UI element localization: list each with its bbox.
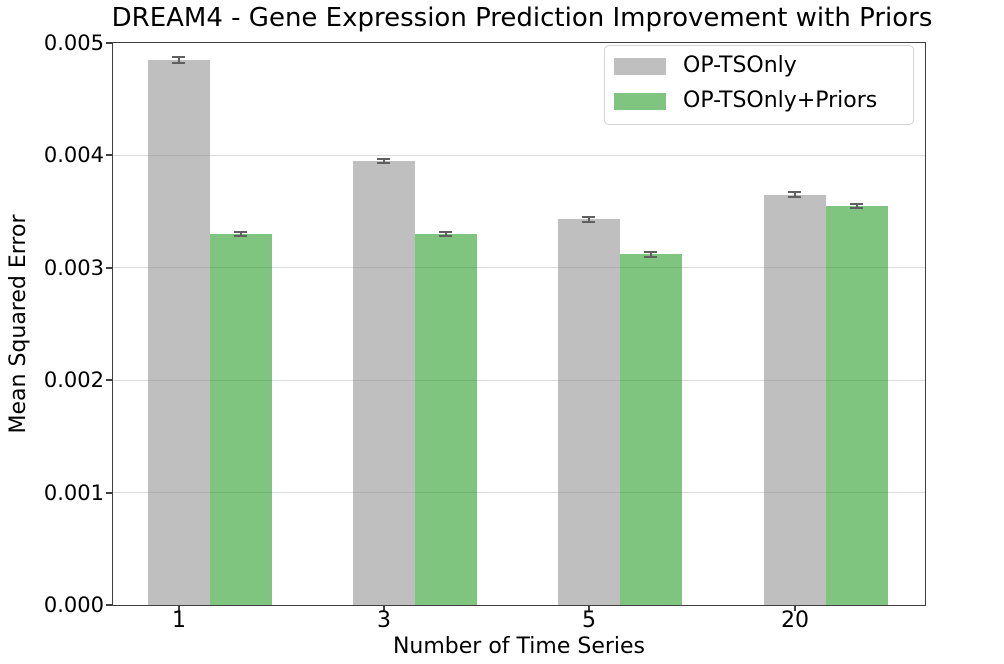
- y-tick-label-0.000: 0.000: [43, 593, 104, 617]
- error-bar-cap: [172, 56, 185, 59]
- error-bar-cap: [582, 220, 595, 223]
- bar-op-tsonly-priors-3: [415, 234, 477, 605]
- error-bar-cap: [788, 191, 801, 194]
- gridline-0.004: [113, 154, 925, 156]
- legend-swatch-1: [614, 58, 666, 75]
- y-tick-mark: [106, 266, 112, 269]
- error-bar-cap: [377, 157, 390, 160]
- bar-op-tsonly-5: [558, 219, 620, 605]
- y-tick-mark: [106, 154, 112, 157]
- error-bar-cap: [172, 61, 185, 64]
- y-tick-label-0.002: 0.002: [43, 368, 104, 393]
- gridline-0.003: [113, 267, 925, 269]
- error-bar-cap: [439, 235, 452, 238]
- bar-op-tsonly-priors-5: [620, 254, 682, 605]
- y-tick-mark: [106, 491, 112, 494]
- y-tick-label-0.004: 0.004: [43, 143, 104, 168]
- gridline-0.001: [113, 492, 925, 494]
- x-tick-label-1: 1: [172, 608, 186, 633]
- bar-op-tsonly-priors-20: [826, 205, 888, 605]
- error-bar-cap: [582, 216, 595, 219]
- error-bar: [650, 252, 652, 257]
- error-bar-cap: [234, 230, 247, 233]
- error-bar-cap: [644, 255, 657, 258]
- y-tick-label-0.005: 0.005: [43, 31, 104, 55]
- error-bar: [588, 217, 590, 222]
- gridline-0.002: [113, 379, 925, 381]
- legend-label-2: OP-TSOnly+Priors: [683, 88, 878, 113]
- y-tick-mark: [106, 604, 112, 606]
- error-bar-cap: [439, 230, 452, 233]
- plot-area: [112, 42, 926, 606]
- y-tick-label-0.001: 0.001: [43, 480, 104, 505]
- chart-title: DREAM4 - Gene Expression Prediction Impr…: [111, 3, 933, 33]
- x-tick-label-20: 20: [781, 608, 809, 633]
- error-bar-cap: [788, 195, 801, 198]
- error-bar-cap: [850, 202, 863, 205]
- error-bar: [445, 231, 447, 237]
- y-axis-label: Mean Squared Error: [6, 214, 31, 434]
- legend-swatch-2: [614, 93, 666, 110]
- error-bar: [383, 158, 385, 164]
- x-tick-mark: [794, 606, 796, 611]
- legend-label-1: OP-TSOnly: [683, 53, 797, 78]
- error-bar: [794, 192, 796, 197]
- x-tick-mark: [178, 606, 180, 611]
- bar-op-tsonly-1: [148, 59, 210, 605]
- bar-op-tsonly-20: [764, 194, 826, 605]
- x-tick-label-5: 5: [582, 608, 596, 633]
- error-bar: [856, 203, 858, 209]
- error-bar-cap: [850, 207, 863, 210]
- x-axis-label: Number of Time Series: [392, 634, 646, 659]
- x-tick-mark: [383, 606, 385, 611]
- bar-op-tsonly-3: [353, 161, 415, 605]
- y-tick-mark: [106, 379, 112, 382]
- error-bar: [240, 231, 242, 237]
- legend: OP-TSOnly OP-TSOnly+Priors: [604, 45, 914, 125]
- error-bar-cap: [377, 162, 390, 165]
- x-tick-label-3: 3: [377, 608, 391, 633]
- error-bar-cap: [644, 251, 657, 254]
- y-tick-mark: [106, 42, 112, 44]
- x-tick-mark: [588, 606, 590, 611]
- error-bar: [178, 57, 180, 63]
- error-bar-cap: [234, 235, 247, 238]
- bar-op-tsonly-priors-1: [210, 234, 272, 605]
- y-tick-label-0.003: 0.003: [43, 255, 104, 280]
